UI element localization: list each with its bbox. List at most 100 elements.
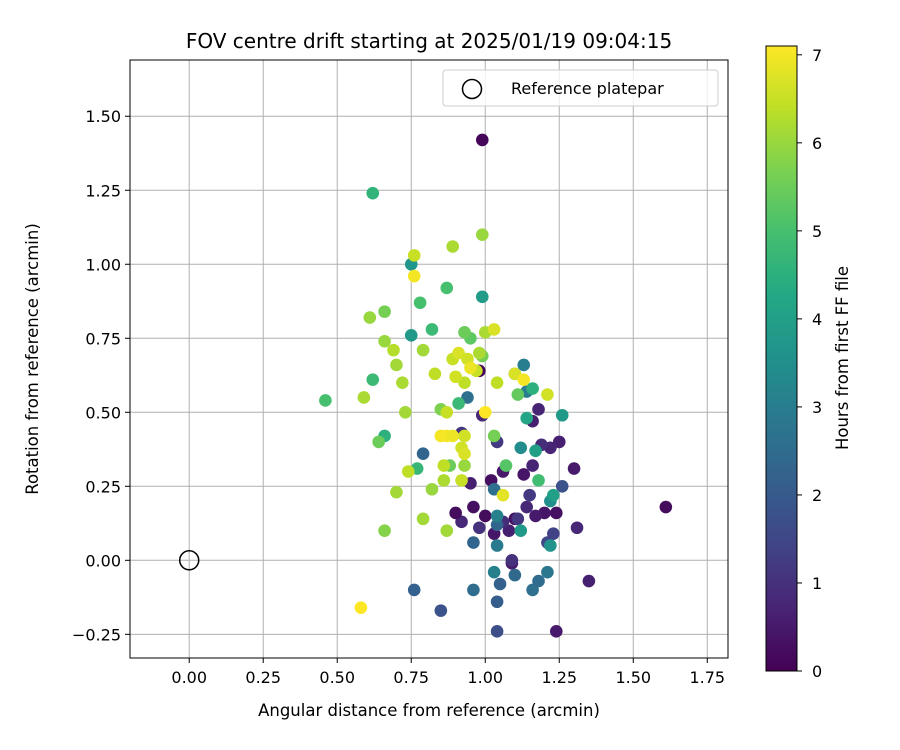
scatter-point xyxy=(567,462,581,475)
x-tick-label: 1.75 xyxy=(689,668,725,687)
scatter-point xyxy=(532,474,545,487)
scatter-point xyxy=(526,583,539,597)
scatter-point xyxy=(440,405,454,419)
x-tick-label: 0.50 xyxy=(319,668,355,687)
scatter-point xyxy=(467,500,480,514)
scatter-point xyxy=(502,524,516,538)
scatter-point xyxy=(458,376,471,389)
scatter-point xyxy=(449,506,462,520)
scatter-point xyxy=(434,604,448,617)
x-tick-label: 1.25 xyxy=(541,668,577,687)
scatter-point xyxy=(363,311,377,324)
scatter-point xyxy=(532,574,545,588)
scatter-point xyxy=(520,411,533,425)
plot-frame xyxy=(129,59,729,659)
scatter-point xyxy=(455,474,468,487)
scatter-point xyxy=(366,186,380,200)
scatter-point xyxy=(478,405,492,419)
y-tick-label: 0.75 xyxy=(85,329,121,348)
scatter-point xyxy=(552,435,566,449)
colorbar: 0 1 2 3 4 5 6 7 Hours from first FF file xyxy=(765,45,852,681)
scatter-point xyxy=(396,376,409,389)
scatter-point xyxy=(487,323,501,336)
scatter-point xyxy=(544,539,557,552)
scatter-point xyxy=(449,370,462,384)
colorbar-tick-label: 6 xyxy=(812,134,822,153)
scatter-point xyxy=(455,515,468,529)
scatter-point xyxy=(487,429,501,443)
scatter-point xyxy=(407,583,421,597)
colorbar-tick-label: 2 xyxy=(812,486,822,505)
scatter-point xyxy=(357,391,371,404)
legend-hollow-circle-icon xyxy=(461,78,483,100)
scatter-point xyxy=(555,479,569,493)
scatter-point xyxy=(541,388,554,401)
legend-box xyxy=(442,69,719,107)
scatter-point xyxy=(526,382,539,395)
scatter-point xyxy=(487,565,501,579)
scatter-point xyxy=(416,512,430,526)
scatter-point xyxy=(401,465,415,478)
scatter-point xyxy=(490,539,504,552)
scatter-point xyxy=(478,509,492,523)
x-tick-label: 0.25 xyxy=(245,668,281,687)
scatter-point xyxy=(549,506,563,520)
y-tick-label: 0.50 xyxy=(85,403,121,422)
scatter-point xyxy=(505,554,519,567)
scatter-point xyxy=(378,305,391,318)
scatter-point xyxy=(475,228,489,241)
y-axis-ticks: −0.25 0.00 0.25 0.50 0.75 1.00 1.25 1.50 xyxy=(72,107,130,644)
scatter-point xyxy=(378,524,391,538)
scatter-point xyxy=(425,323,439,336)
scatter-point xyxy=(517,468,531,481)
scatter-point xyxy=(473,346,486,360)
scatter-point xyxy=(520,500,533,514)
scatter-point xyxy=(407,269,421,283)
chart-title: FOV centre drift starting at 2025/01/19 … xyxy=(186,29,672,53)
scatter-point xyxy=(387,343,400,357)
scatter-point xyxy=(458,429,471,443)
scatter-point xyxy=(570,521,584,535)
scatter-point xyxy=(547,488,560,502)
scatter-point xyxy=(511,388,525,401)
scatter-point xyxy=(475,133,489,147)
scatter-point xyxy=(490,509,504,523)
scatter-point xyxy=(555,408,569,422)
x-tick-label: 1.50 xyxy=(615,668,651,687)
scatter-point xyxy=(493,577,507,591)
y-tick-label: 1.00 xyxy=(85,255,121,274)
scatter-point xyxy=(428,367,442,381)
scatter-point xyxy=(407,249,421,262)
scatter-point xyxy=(490,376,504,389)
scatter-point xyxy=(517,373,531,387)
scatter-point xyxy=(399,405,412,419)
scatter-point xyxy=(425,482,439,496)
scatter-point xyxy=(499,459,513,472)
scatter-point xyxy=(467,536,480,549)
scatter-point xyxy=(458,459,471,472)
x-tick-label: 1.00 xyxy=(467,668,503,687)
colorbar-tick-label: 3 xyxy=(812,398,822,417)
scatter-point xyxy=(354,601,368,614)
x-axis-ticks: 0.00 0.25 0.50 0.75 1.00 1.25 1.50 1.75 xyxy=(171,658,725,687)
colorbar-ticks: 0 1 2 3 4 5 6 7 xyxy=(797,46,822,681)
scatter-point xyxy=(446,429,459,443)
scatter-point xyxy=(440,281,454,295)
scatter-point xyxy=(514,441,528,455)
scatter-point xyxy=(508,367,522,381)
y-tick-label: 1.50 xyxy=(85,107,121,126)
y-tick-label: −0.25 xyxy=(72,625,121,644)
legend-label: Reference platepar xyxy=(511,79,664,98)
scatter-point xyxy=(547,527,560,540)
scatter-point xyxy=(464,361,477,375)
scatter-point xyxy=(319,394,332,407)
scatter-point xyxy=(458,447,471,461)
colorbar-tick-label: 1 xyxy=(812,574,822,593)
x-tick-label: 0.00 xyxy=(171,668,207,687)
scatter-point xyxy=(526,459,539,472)
scatter-point xyxy=(582,574,596,588)
scatter-point xyxy=(514,524,528,538)
scatter-point xyxy=(508,568,522,582)
scatter-point xyxy=(416,343,430,357)
